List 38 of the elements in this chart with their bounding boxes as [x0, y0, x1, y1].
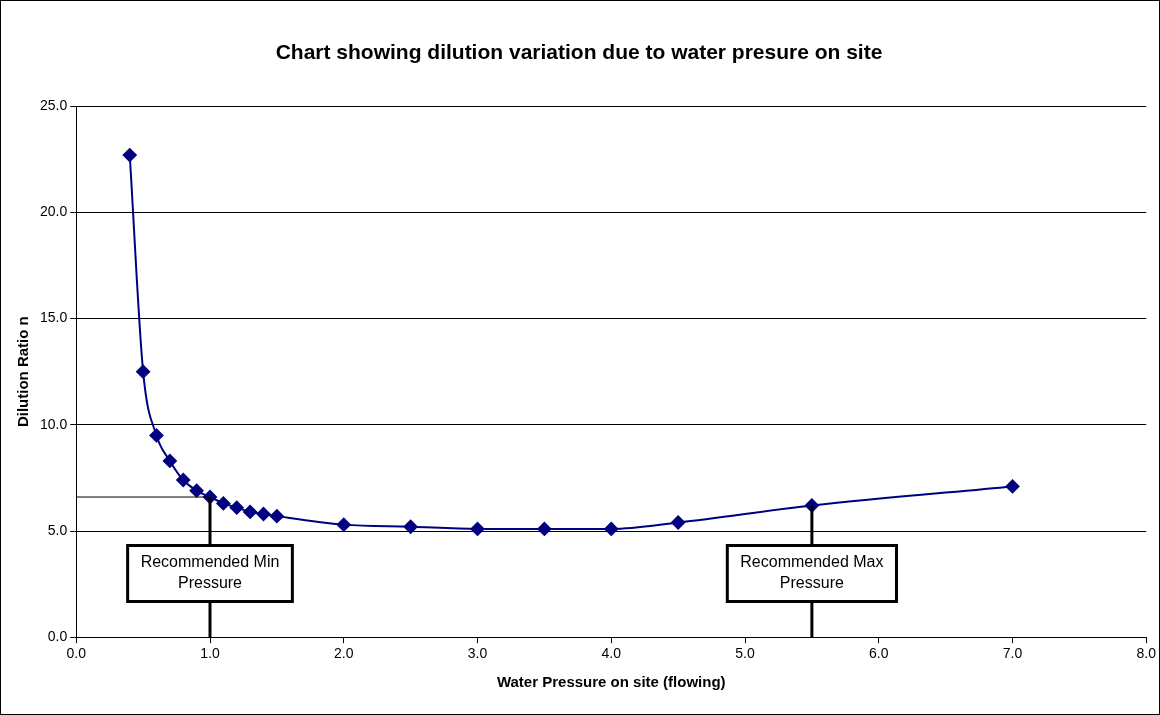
point	[149, 428, 164, 443]
ref-line-label: Recommended Min Pressure	[140, 553, 280, 592]
x-tick-label: 3.0	[467, 645, 488, 662]
y-tick-label: 25.0	[40, 97, 68, 114]
point	[470, 521, 485, 536]
point	[229, 500, 244, 515]
x-tick-label: 0.0	[66, 645, 87, 662]
x-tick-label: 7.0	[1002, 645, 1023, 662]
chart-title: Chart showing dilution variation due to water presure on site	[275, 40, 883, 64]
x-tick-label: 5.0	[735, 645, 755, 662]
point	[537, 521, 552, 536]
ref-line-label: Recommended Max Pressure	[740, 553, 884, 592]
x-tick-label: 1.0	[200, 645, 220, 662]
point	[671, 515, 686, 530]
point	[189, 483, 204, 498]
point	[136, 364, 151, 379]
point	[336, 517, 351, 532]
point	[176, 473, 191, 488]
point	[256, 507, 271, 522]
point	[243, 504, 258, 519]
x-axis-title: Water Pressure on site (flowing)	[496, 673, 726, 691]
y-tick-label: 5.0	[47, 521, 68, 538]
point	[1005, 479, 1020, 494]
x-tick-label: 4.0	[601, 645, 622, 662]
point	[216, 496, 231, 511]
point	[122, 148, 137, 163]
point	[403, 519, 418, 534]
point	[162, 453, 177, 468]
y-axis-title: Dilution Ratio n	[14, 316, 32, 428]
x-tick-label: 2.0	[334, 645, 354, 662]
y-tick-label: 20.0	[40, 203, 68, 220]
y-tick-label: 10.0	[40, 415, 68, 432]
x-tick-label: 6.0	[869, 645, 889, 662]
y-tick-label: 15.0	[40, 309, 68, 326]
point	[269, 509, 284, 524]
y-tick-label: 0.0	[47, 628, 68, 645]
point	[604, 521, 619, 536]
x-tick-label: 8.0	[1136, 645, 1157, 662]
